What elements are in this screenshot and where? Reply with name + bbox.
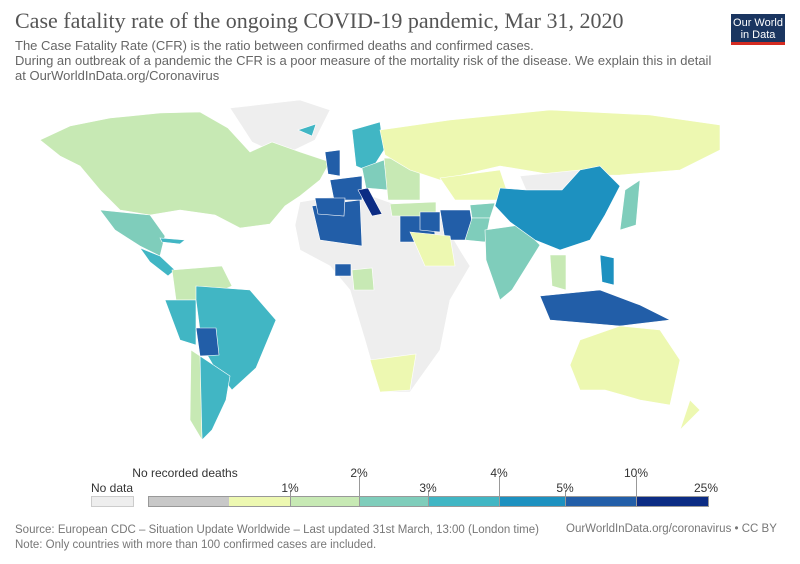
chart-subtitle: The Case Fatality Rate (CFR) is the rati…	[15, 38, 715, 83]
legend-bin-swatch[interactable]	[291, 497, 360, 506]
legend-bin-swatch[interactable]	[429, 497, 500, 506]
logo-line-1: Our World	[733, 17, 783, 29]
legend-tick-label: 1%	[281, 481, 299, 495]
region-philippines[interactable]	[599, 254, 615, 286]
legend-no-data-swatch[interactable]	[91, 496, 134, 507]
region-australia[interactable]	[569, 325, 681, 406]
region-greenland[interactable]	[229, 99, 331, 157]
logo-line-2: in Data	[740, 29, 776, 41]
legend-tick	[636, 476, 637, 507]
source-text: Source: European CDC – Situation Update …	[15, 524, 539, 536]
legend-bin-swatch[interactable]	[360, 497, 429, 506]
legend-tick-label: 4%	[490, 466, 508, 480]
legend-bin-swatch[interactable]	[637, 497, 708, 506]
region-mexico[interactable]	[99, 209, 166, 257]
region-south-africa[interactable]	[369, 353, 417, 393]
region-brazil[interactable]	[195, 285, 277, 391]
region-north-america[interactable]	[39, 111, 331, 229]
legend-tick-label: 10%	[623, 466, 649, 480]
legend-tick-label: 3%	[419, 481, 437, 495]
region-indonesia[interactable]	[539, 289, 672, 327]
region-russia[interactable]	[379, 109, 721, 181]
region-japan[interactable]	[619, 179, 641, 231]
region-peru[interactable]	[164, 299, 197, 346]
owid-logo[interactable]: Our World in Data	[731, 14, 785, 45]
legend-no-deaths-label: No recorded deaths	[132, 466, 238, 480]
legend-bin-swatch[interactable]	[566, 497, 637, 506]
region-scandinavia[interactable]	[351, 121, 385, 173]
source-link[interactable]: OurWorldInData.org/coronavirus • CC BY	[566, 523, 777, 535]
region-iraq[interactable]	[419, 211, 441, 233]
chart-title: Case fatality rate of the ongoing COVID-…	[15, 8, 624, 33]
region-western-europe[interactable]	[329, 175, 363, 201]
legend-tick	[290, 490, 291, 507]
legend-bin-swatch[interactable]	[229, 497, 291, 506]
legend-bin-swatch[interactable]	[500, 497, 566, 506]
region-chile[interactable]	[189, 349, 203, 442]
region-cuba[interactable]	[159, 237, 186, 245]
subtitle-line-2: During an outbreak of a pandemic the CFR…	[15, 53, 712, 83]
region-nigeria[interactable]	[351, 267, 375, 291]
legend-tick-label: 5%	[556, 481, 574, 495]
legend-tick-label: 25%	[693, 481, 719, 495]
world-map	[39, 99, 721, 442]
region-spain[interactable]	[314, 197, 346, 217]
region-italy[interactable]	[357, 187, 383, 217]
legend-no-data-label: No data	[90, 481, 134, 495]
region-pakistan[interactable]	[464, 217, 491, 243]
note-text: Note: Only countries with more than 100 …	[15, 539, 377, 551]
region-iceland[interactable]	[297, 123, 317, 137]
legend-tick	[428, 490, 429, 507]
region-central-america[interactable]	[139, 247, 176, 277]
region-uk[interactable]	[324, 149, 341, 177]
region-afghanistan[interactable]	[469, 202, 496, 219]
footer: Source: European CDC – Situation Update …	[15, 523, 539, 553]
region-china[interactable]	[494, 165, 621, 251]
region-bolivia[interactable]	[195, 327, 220, 357]
region-thailand[interactable]	[549, 254, 567, 291]
region-new-zealand[interactable]	[679, 399, 701, 431]
region-saudi-arabia[interactable]	[409, 231, 456, 267]
legend-tick	[359, 476, 360, 507]
legend-tick-label: 2%	[350, 466, 368, 480]
legend-tick	[499, 476, 500, 507]
subtitle-line-1: The Case Fatality Rate (CFR) is the rati…	[15, 38, 534, 53]
legend-bin-swatch[interactable]	[149, 497, 229, 506]
region-burkina-faso[interactable]	[334, 263, 352, 277]
legend-tick	[565, 490, 566, 507]
